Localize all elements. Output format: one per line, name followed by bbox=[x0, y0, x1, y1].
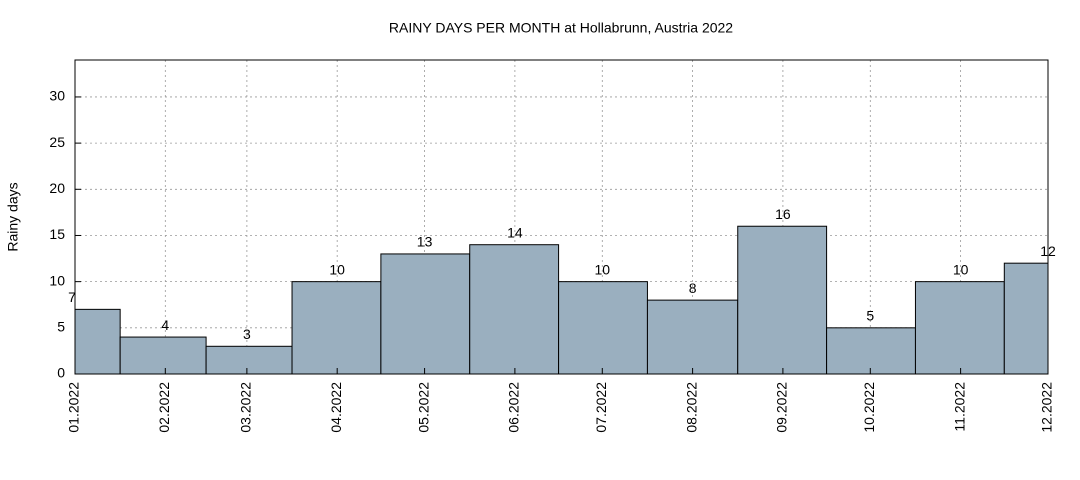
y-tick-label: 10 bbox=[49, 272, 65, 288]
value-label: 4 bbox=[161, 317, 169, 333]
y-tick-label: 5 bbox=[57, 319, 65, 335]
x-tick-label: 08.2022 bbox=[683, 382, 699, 433]
y-tick-label: 20 bbox=[49, 180, 65, 196]
x-tick-label: 05.2022 bbox=[415, 382, 431, 433]
value-label: 13 bbox=[417, 234, 433, 250]
value-label: 10 bbox=[594, 261, 610, 277]
value-label: 7 bbox=[68, 289, 76, 305]
y-axis-label: Rainy days bbox=[5, 182, 21, 251]
x-tick-label: 09.2022 bbox=[774, 382, 790, 433]
bar bbox=[826, 327, 916, 375]
bar bbox=[380, 253, 471, 375]
x-tick-label: 04.2022 bbox=[328, 382, 344, 433]
x-tick-label: 03.2022 bbox=[238, 382, 254, 433]
bar bbox=[205, 345, 293, 375]
bar bbox=[74, 308, 121, 375]
chart-title: RAINY DAYS PER MONTH at Hollabrunn, Aust… bbox=[389, 20, 733, 36]
x-tick-label: 06.2022 bbox=[506, 382, 522, 433]
value-label: 10 bbox=[953, 261, 969, 277]
x-tick-label: 12.2022 bbox=[1039, 382, 1055, 433]
x-tick-label: 07.2022 bbox=[593, 382, 609, 433]
value-label: 5 bbox=[866, 308, 874, 324]
bar bbox=[558, 281, 648, 375]
x-tick-label: 11.2022 bbox=[951, 382, 967, 432]
bar bbox=[646, 299, 739, 375]
bar bbox=[291, 281, 382, 375]
bar bbox=[914, 281, 1005, 375]
value-label: 14 bbox=[507, 224, 523, 240]
x-tick-label: 01.2022 bbox=[66, 382, 82, 433]
value-label: 3 bbox=[243, 326, 251, 342]
y-tick-label: 15 bbox=[49, 226, 65, 242]
y-tick-label: 30 bbox=[49, 88, 65, 104]
y-tick-label: 0 bbox=[57, 365, 65, 381]
bar bbox=[119, 336, 207, 375]
bar bbox=[469, 244, 560, 375]
value-label: 10 bbox=[329, 261, 345, 277]
plot-frame bbox=[74, 59, 1049, 375]
bar bbox=[737, 225, 828, 375]
y-tick-label: 25 bbox=[49, 134, 65, 150]
bar bbox=[1003, 262, 1049, 375]
x-tick-label: 02.2022 bbox=[156, 382, 172, 433]
value-label: 16 bbox=[775, 206, 791, 222]
value-label: 8 bbox=[689, 280, 697, 296]
x-tick-label: 10.2022 bbox=[861, 382, 877, 433]
